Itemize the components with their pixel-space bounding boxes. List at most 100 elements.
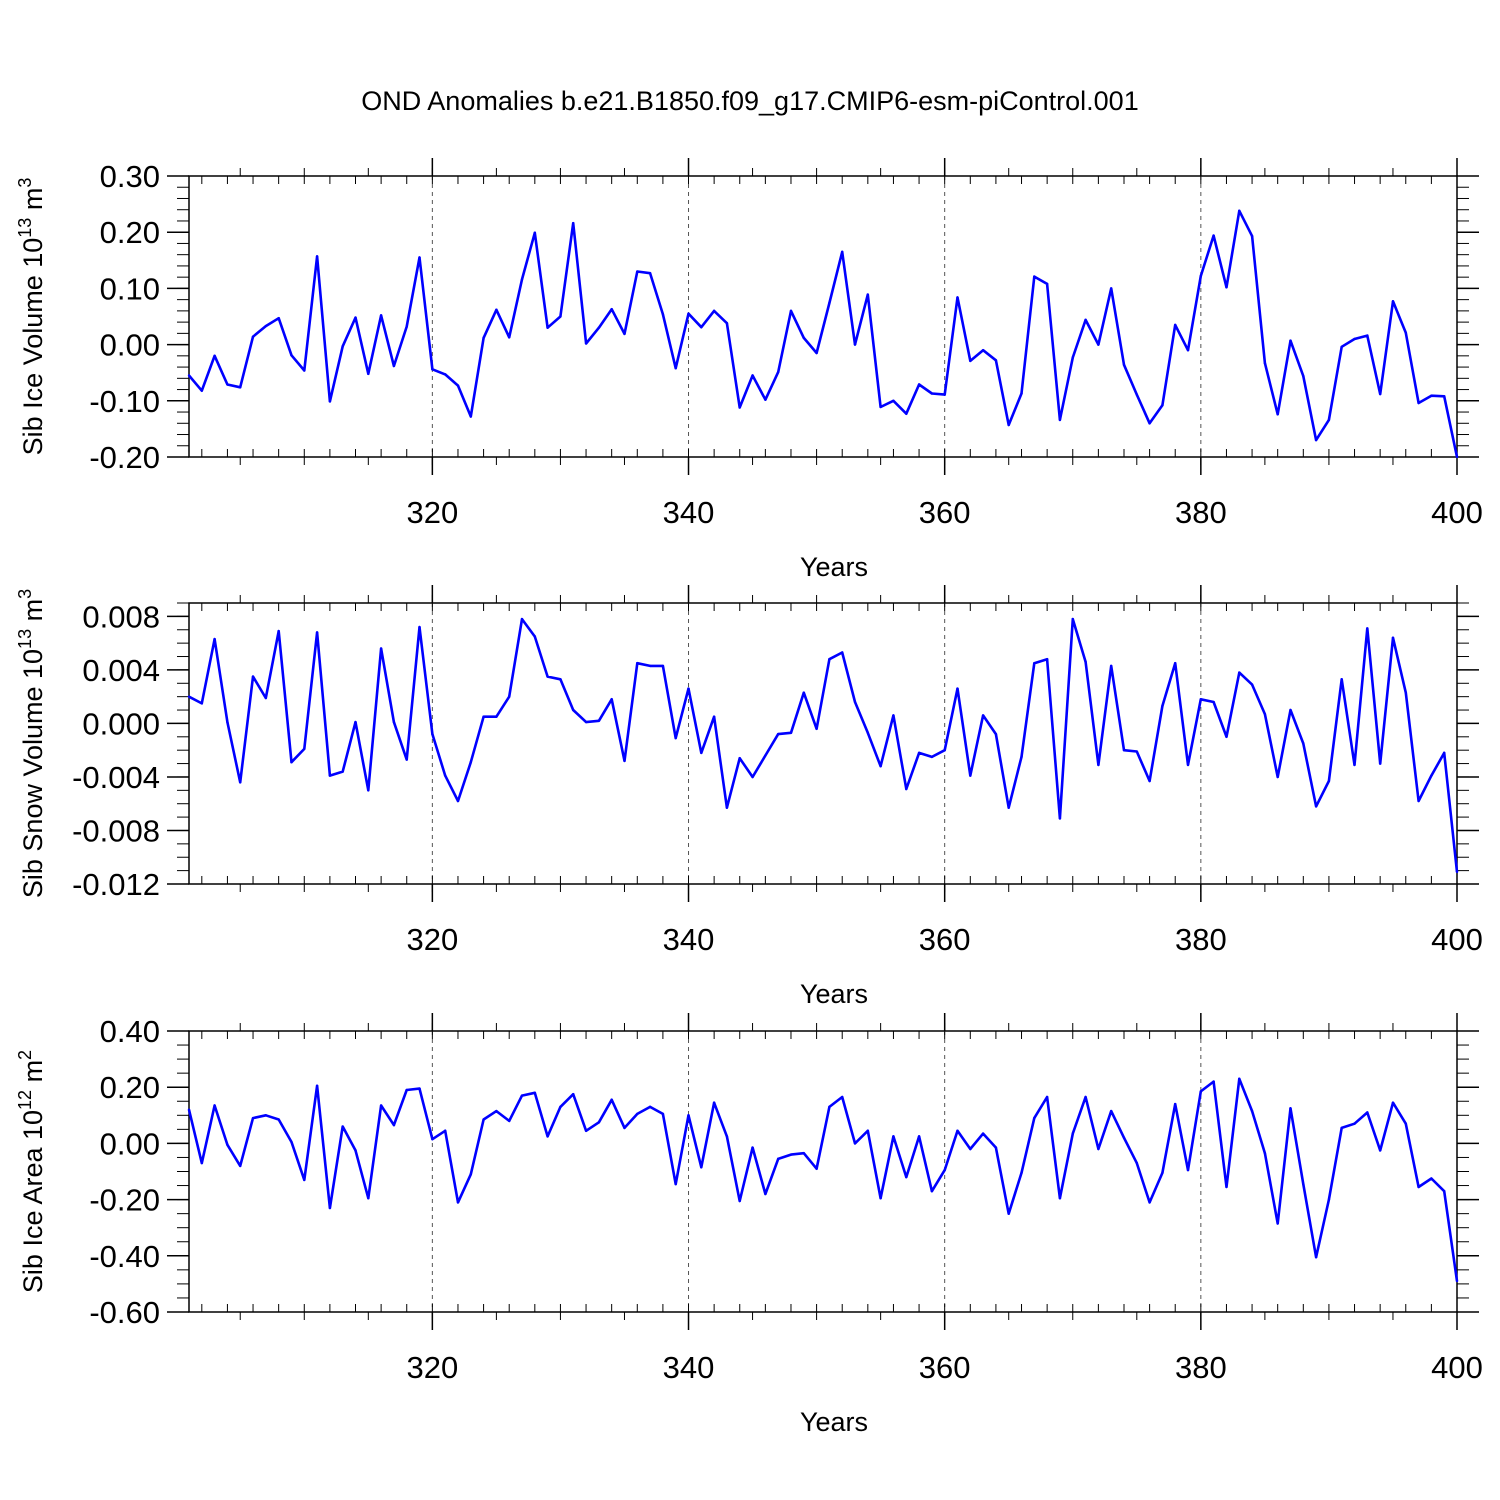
data-point — [853, 700, 857, 704]
data-point — [1378, 1149, 1382, 1152]
data-point — [315, 255, 319, 258]
data-point — [200, 1161, 204, 1165]
data-point — [1174, 323, 1177, 327]
data-point — [341, 770, 344, 773]
data-point — [969, 774, 972, 777]
data-point — [1340, 1126, 1343, 1130]
x-tick-label: 400 — [1431, 495, 1483, 530]
data-point — [789, 309, 793, 313]
data-point — [482, 336, 485, 340]
data-point — [879, 405, 882, 409]
data-point — [841, 651, 844, 654]
data-point — [1263, 712, 1267, 716]
data-point — [1314, 1256, 1318, 1259]
data-point — [789, 1153, 793, 1156]
data-point — [508, 1119, 511, 1123]
data-point — [776, 370, 780, 374]
data-point — [687, 687, 690, 690]
y-axis-title-main: Sib Ice Area 10 — [18, 1110, 48, 1293]
data-point — [251, 1116, 255, 1120]
data-point — [1289, 339, 1292, 342]
data-point — [1289, 708, 1292, 712]
data-point — [917, 383, 921, 386]
series-line — [188, 617, 1459, 873]
data-point — [1302, 374, 1305, 378]
data-point — [674, 736, 677, 740]
data-point — [853, 1142, 857, 1145]
x-tick-label: 340 — [663, 495, 715, 530]
data-point — [251, 335, 255, 338]
data-point — [738, 1199, 741, 1203]
data-point — [572, 1093, 575, 1096]
data-point — [1084, 1095, 1087, 1099]
data-point — [1404, 331, 1407, 334]
data-point — [1340, 345, 1343, 349]
data-point — [764, 754, 767, 757]
data-point — [559, 1105, 562, 1109]
data-point — [1109, 664, 1113, 668]
data-point — [943, 393, 946, 396]
data-point — [456, 384, 460, 387]
y-tick-label: 0.20 — [100, 215, 160, 250]
data-point — [751, 1146, 754, 1149]
y-tick-label: -0.10 — [89, 384, 160, 419]
data-point — [636, 1112, 639, 1116]
data-point — [1366, 627, 1369, 630]
data-point — [1212, 1080, 1215, 1083]
data-point — [1276, 413, 1279, 416]
data-point — [303, 747, 306, 751]
data-point — [1430, 1177, 1433, 1180]
x-tick-label: 380 — [1175, 495, 1227, 530]
x-tick-label: 360 — [919, 495, 971, 530]
data-point — [841, 250, 844, 254]
data-point — [751, 775, 754, 779]
data-point — [469, 1173, 472, 1176]
data-point — [1276, 1222, 1279, 1225]
data-point — [418, 625, 421, 629]
series-line — [187, 1077, 1459, 1282]
data-point — [508, 336, 511, 339]
data-point — [712, 309, 716, 313]
data-point — [905, 787, 908, 791]
data-point — [1109, 287, 1113, 290]
y-tick-label: -0.20 — [89, 1183, 160, 1218]
data-point — [1174, 662, 1177, 665]
data-point — [1020, 755, 1023, 759]
data-point — [1199, 1090, 1203, 1093]
x-tick-label: 400 — [1431, 1350, 1483, 1385]
data-point — [443, 774, 447, 777]
y-axis-title: Sib Ice Area 1012 m2 — [15, 1050, 48, 1293]
data-point — [226, 383, 229, 386]
data-point — [1263, 1152, 1267, 1155]
data-point — [546, 326, 549, 329]
data-point — [1058, 418, 1062, 422]
data-point — [956, 1129, 959, 1132]
data-point — [251, 675, 255, 678]
data-point — [1186, 349, 1190, 352]
data-point — [1417, 401, 1420, 405]
y-tick-label: 0.10 — [100, 271, 160, 306]
y-tick-label: 0.004 — [82, 653, 160, 688]
data-point — [789, 731, 793, 734]
data-point — [226, 720, 229, 724]
data-point — [1033, 275, 1036, 278]
y-axis-title: Sib Ice Volume 1013 m3 — [15, 178, 48, 456]
data-point — [1442, 1189, 1446, 1193]
data-point — [917, 751, 921, 755]
data-point — [315, 631, 319, 634]
data-point — [623, 332, 626, 336]
data-point — [687, 312, 690, 315]
data-point — [533, 231, 537, 234]
data-point — [264, 696, 268, 700]
data-point — [1199, 698, 1203, 701]
data-point — [1302, 742, 1305, 745]
data-point — [1020, 392, 1023, 395]
plot-frame — [188, 175, 1458, 458]
chart-panel-2: 320 340 360 380 400 0.008 0.004 0.000 -0.004 -0.0… — [15, 585, 1483, 1009]
data-point — [917, 1135, 921, 1138]
data-point — [469, 415, 472, 418]
data-point — [610, 698, 613, 701]
data-point — [1250, 1109, 1254, 1113]
data-point — [1084, 318, 1087, 322]
